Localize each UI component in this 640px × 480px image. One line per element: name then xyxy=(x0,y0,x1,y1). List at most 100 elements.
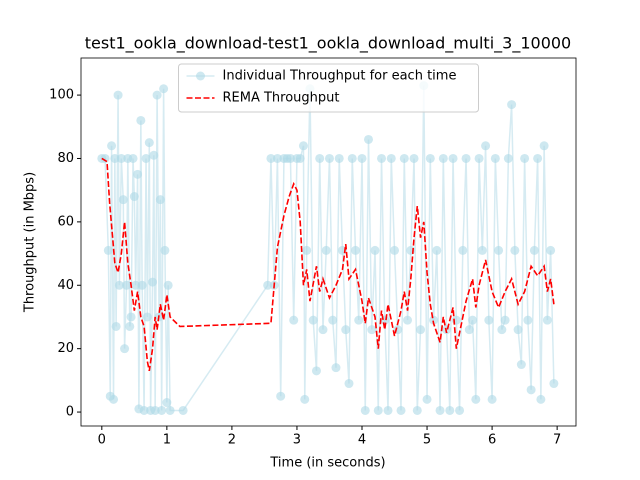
data-point xyxy=(148,277,158,287)
data-point xyxy=(157,405,167,415)
data-point xyxy=(464,325,474,335)
data-point xyxy=(315,153,325,163)
data-point xyxy=(461,153,471,163)
data-point xyxy=(422,394,432,404)
data-point xyxy=(520,153,530,163)
data-point xyxy=(529,245,539,255)
data-point xyxy=(380,315,390,325)
data-point xyxy=(302,245,312,255)
data-point xyxy=(152,90,162,100)
data-point xyxy=(468,315,478,325)
data-point xyxy=(116,153,126,163)
data-point xyxy=(513,325,523,335)
data-point xyxy=(435,405,445,415)
data-point xyxy=(126,312,136,322)
data-point xyxy=(114,280,124,290)
data-point xyxy=(103,245,113,255)
data-point xyxy=(503,153,513,163)
data-point xyxy=(383,405,393,415)
y-tick-label: 0 xyxy=(66,405,74,420)
data-point xyxy=(125,321,135,331)
legend-box xyxy=(178,63,479,113)
data-point xyxy=(497,325,507,335)
data-point xyxy=(377,153,387,163)
data-point xyxy=(118,195,128,205)
data-point xyxy=(266,153,276,163)
data-point xyxy=(344,379,354,389)
data-point xyxy=(477,245,487,255)
data-point xyxy=(354,315,364,325)
data-point xyxy=(455,405,465,415)
legend-marker xyxy=(196,71,205,81)
data-point xyxy=(536,394,546,404)
data-point xyxy=(445,405,455,415)
data-point xyxy=(272,153,282,163)
data-point xyxy=(500,315,510,325)
data-point xyxy=(155,195,165,205)
data-point xyxy=(416,325,426,335)
y-axis-label: Throughput (in Mbps) xyxy=(23,172,38,313)
data-point xyxy=(136,115,146,125)
data-point xyxy=(165,405,175,415)
data-point xyxy=(128,153,138,163)
data-point xyxy=(425,153,435,163)
chart-title: test1_ookla_download-test1_ookla_downloa… xyxy=(85,34,571,54)
data-point xyxy=(139,405,149,415)
data-point xyxy=(289,315,299,325)
y-tick-label: 40 xyxy=(57,278,74,293)
x-tick-label: 1 xyxy=(163,433,171,448)
data-point xyxy=(451,315,461,325)
legend-label: REMA Throughput xyxy=(223,91,340,106)
data-point xyxy=(300,394,310,404)
data-point xyxy=(526,385,536,395)
data-point xyxy=(331,363,341,373)
data-point xyxy=(549,379,559,389)
data-point xyxy=(276,391,286,401)
series-line xyxy=(101,85,555,412)
data-point xyxy=(370,245,380,255)
data-point xyxy=(311,366,321,376)
data-point xyxy=(490,153,500,163)
data-point xyxy=(163,280,173,290)
data-point xyxy=(159,84,169,94)
data-point xyxy=(341,325,351,335)
data-point xyxy=(494,245,504,255)
data-point xyxy=(484,315,494,325)
data-point xyxy=(507,100,517,110)
data-point xyxy=(308,315,318,325)
x-tick-label: 6 xyxy=(488,433,496,448)
data-point xyxy=(137,280,147,290)
data-point xyxy=(334,153,344,163)
data-point xyxy=(144,138,154,148)
y-tick-label: 80 xyxy=(57,151,74,166)
data-point xyxy=(481,141,491,151)
data-point xyxy=(347,153,357,163)
data-point xyxy=(409,153,419,163)
data-point xyxy=(160,245,170,255)
plot-area xyxy=(97,81,559,415)
data-point xyxy=(321,245,331,255)
data-point xyxy=(438,153,448,163)
data-point xyxy=(448,153,458,163)
data-point xyxy=(367,325,377,335)
data-point xyxy=(122,280,132,290)
x-tick-label: 5 xyxy=(423,433,431,448)
data-point xyxy=(120,344,130,354)
data-point xyxy=(178,405,188,415)
data-point xyxy=(149,150,159,160)
data-point xyxy=(396,405,406,415)
data-point xyxy=(510,245,520,255)
x-tick-label: 4 xyxy=(358,433,366,448)
data-point xyxy=(131,280,141,290)
data-point xyxy=(364,134,374,144)
data-point xyxy=(373,405,383,415)
data-point xyxy=(113,90,123,100)
data-point xyxy=(399,153,409,163)
data-point xyxy=(328,315,338,325)
data-point xyxy=(111,321,121,331)
data-point xyxy=(429,315,439,325)
data-point xyxy=(141,153,151,163)
data-point xyxy=(471,394,481,404)
data-point xyxy=(100,153,110,163)
data-point xyxy=(523,315,533,325)
